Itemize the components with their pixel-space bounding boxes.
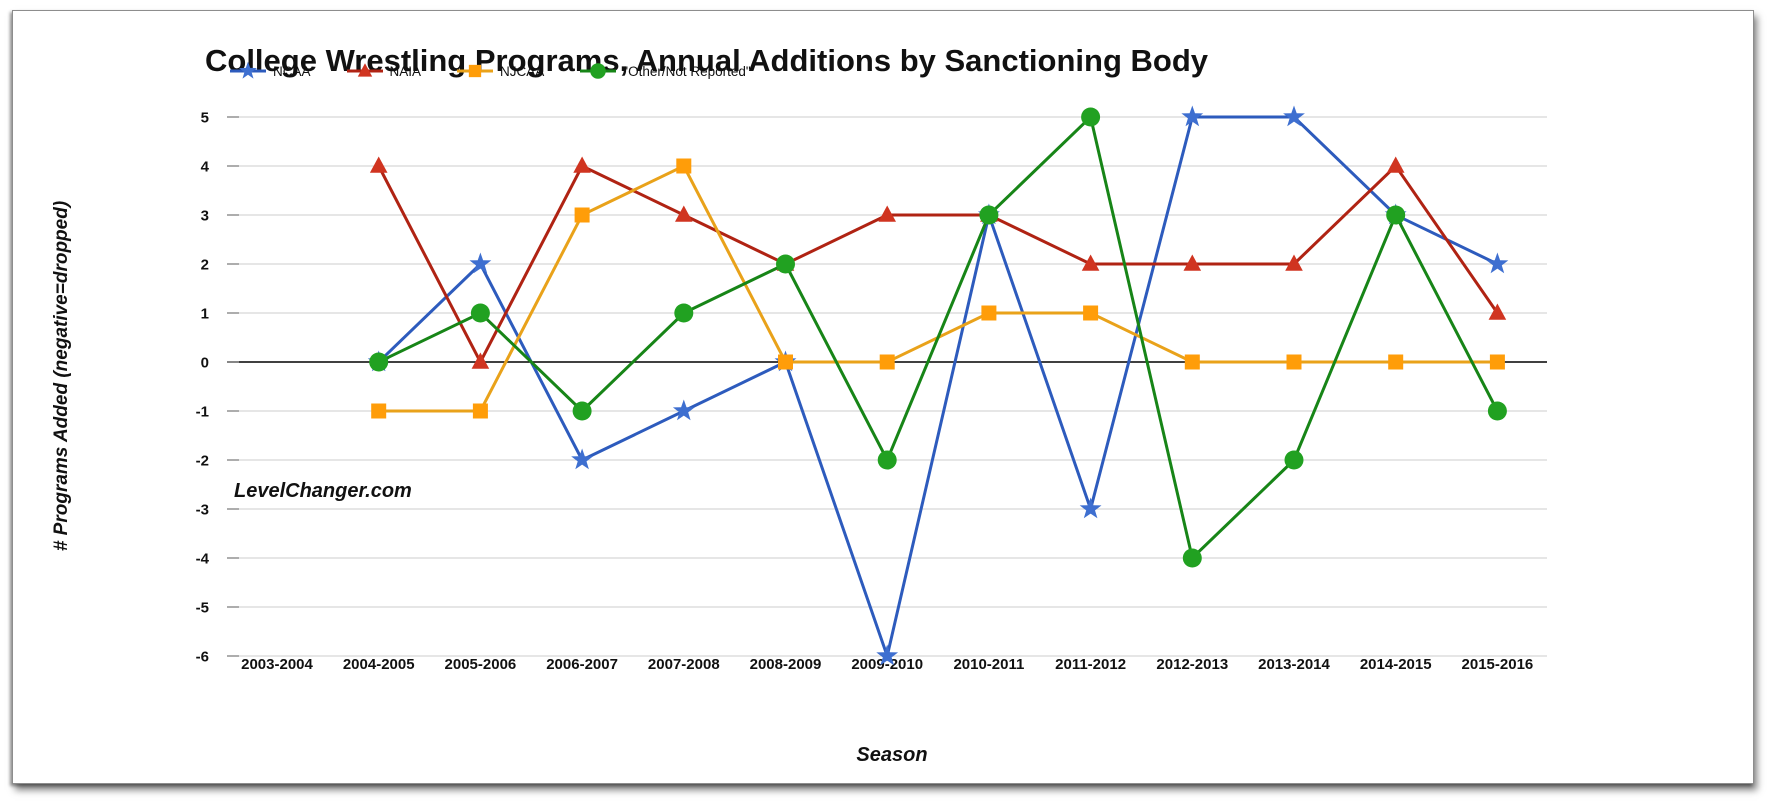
x-tick-label: 2009-2010 xyxy=(851,656,923,673)
naia-marker xyxy=(675,205,693,222)
other-marker xyxy=(1284,450,1304,470)
njcaa-marker xyxy=(1184,354,1200,370)
legend-item-naia: NAIA xyxy=(345,61,422,81)
watermark: LevelChanger.com xyxy=(234,480,412,502)
ncaa-marker xyxy=(1283,105,1305,127)
x-tick-label: 2007-2008 xyxy=(648,656,720,673)
njcaa-marker xyxy=(1286,354,1302,370)
y-tick-label: 5 xyxy=(201,110,209,127)
x-tick-label: 2014-2015 xyxy=(1360,656,1432,673)
ncaa-marker xyxy=(1079,497,1102,519)
x-tick-label: 2008-2009 xyxy=(750,656,822,673)
series-line-other xyxy=(378,114,1499,561)
naia-marker xyxy=(1081,254,1100,271)
naia-marker xyxy=(573,156,591,173)
other-marker xyxy=(572,401,592,421)
naia-legend-marker xyxy=(357,63,372,77)
ncaa-marker xyxy=(1486,252,1509,274)
series-line-ncaa xyxy=(377,115,1499,662)
ncaa-marker xyxy=(876,644,899,666)
njcaa-marker xyxy=(371,403,387,419)
legend-item-njcaa: NJCAA xyxy=(455,61,544,81)
legend-label: NCAA xyxy=(273,63,311,79)
naia-legend-marker-icon xyxy=(346,63,383,77)
y-tick-label: 0 xyxy=(201,355,209,372)
ncaa-legend-marker xyxy=(239,61,257,79)
legend-label: "Other/Not Reported" xyxy=(623,63,751,79)
legend-item-ncaa: NCAA xyxy=(228,61,311,81)
y-tick-label: 1 xyxy=(201,306,209,323)
naia-marker xyxy=(878,205,896,222)
x-axis-title: Season xyxy=(856,744,928,766)
x-tick-label: 2012-2013 xyxy=(1156,656,1228,673)
y-tick-label: -4 xyxy=(196,551,210,568)
other-legend-marker xyxy=(590,63,607,79)
y-tick-label: -5 xyxy=(196,600,209,617)
x-tick-label: 2005-2006 xyxy=(445,656,517,673)
x-tick-label: 2003-2004 xyxy=(241,656,313,673)
other-marker xyxy=(369,352,389,372)
other-marker xyxy=(877,450,897,470)
other-marker xyxy=(674,303,694,323)
njcaa-marker xyxy=(574,207,590,223)
y-tick-label: 4 xyxy=(201,159,210,176)
njcaa-marker xyxy=(472,403,488,419)
njcaa-marker xyxy=(981,305,997,321)
ncaa-marker xyxy=(672,399,695,421)
njcaa-marker xyxy=(879,354,895,370)
series-line-naia xyxy=(377,163,1499,366)
x-tick-label: 2010-2011 xyxy=(953,656,1024,673)
y-tick-label: 2 xyxy=(201,257,209,274)
ncaa-marker xyxy=(1181,105,1204,127)
other-marker xyxy=(979,205,999,225)
y-tick-label: 3 xyxy=(201,208,209,225)
other-legend-marker-icon xyxy=(580,63,617,79)
njcaa-legend-marker-icon xyxy=(457,64,494,78)
x-tick-label: 2013-2014 xyxy=(1258,656,1330,673)
njcaa-marker xyxy=(778,354,793,370)
legend-label: NJCAA xyxy=(500,63,545,79)
other-marker xyxy=(1182,548,1202,568)
naia-marker xyxy=(1285,254,1303,271)
njcaa-marker xyxy=(1489,354,1505,370)
naia-marker xyxy=(1488,303,1507,320)
naia-marker xyxy=(1386,156,1405,173)
chart-legend: NCAA NAIA NJCAA "Other/Not Reported" xyxy=(228,61,751,81)
other-marker xyxy=(1081,107,1101,127)
naia-marker xyxy=(369,156,388,173)
naia-marker xyxy=(471,352,490,369)
legend-label: NAIA xyxy=(389,63,422,79)
x-tick-label: 2015-2016 xyxy=(1462,656,1534,673)
y-tick-label: -3 xyxy=(196,502,209,519)
legend-item-other: "Other/Not Reported" xyxy=(578,61,751,81)
x-tick-label: 2011-2012 xyxy=(1055,656,1126,673)
y-tick-label: -1 xyxy=(196,404,209,421)
ncaa-legend-marker-icon xyxy=(230,61,266,79)
njcaa-marker xyxy=(676,158,692,174)
njcaa-legend-marker xyxy=(468,64,482,78)
njcaa-marker xyxy=(1388,354,1404,370)
other-marker xyxy=(1487,401,1507,421)
other-marker xyxy=(470,303,490,323)
x-tick-label: 2006-2007 xyxy=(546,656,618,673)
ncaa-marker xyxy=(571,448,593,470)
other-marker xyxy=(1386,205,1406,225)
naia-marker xyxy=(1183,254,1202,271)
ncaa-marker xyxy=(469,252,492,274)
y-tick-label: -6 xyxy=(196,649,209,666)
other-marker xyxy=(776,254,795,274)
njcaa-marker xyxy=(1083,305,1099,321)
y-tick-label: -2 xyxy=(196,453,209,470)
y-axis-title: # Programs Added (negative=dropped) xyxy=(51,200,72,552)
x-tick-label: 2004-2005 xyxy=(343,656,415,673)
